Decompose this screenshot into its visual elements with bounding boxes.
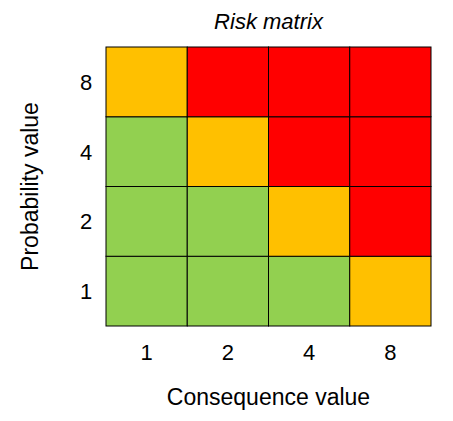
chart: 12481248Risk matrixConsequence valueProb… [0, 0, 453, 421]
risk-cell [187, 117, 268, 187]
risk-cell [350, 256, 431, 326]
x-axis-label: Consequence value [167, 384, 370, 410]
x-tick-label: 8 [384, 340, 396, 365]
title: Risk matrix [214, 9, 324, 34]
y-tick-label: 4 [80, 140, 92, 165]
risk-cell [187, 47, 268, 117]
risk-cell [350, 47, 431, 117]
risk-cell [106, 117, 187, 187]
y-tick-label: 1 [80, 279, 92, 304]
x-tick-label: 4 [303, 340, 315, 365]
risk-cell [187, 256, 268, 326]
y-tick-label: 8 [80, 70, 92, 95]
y-tick-label: 2 [80, 209, 92, 234]
x-tick-label: 1 [141, 340, 153, 365]
y-axis-label: Probability value [17, 102, 43, 271]
risk-cell [350, 187, 431, 257]
x-tick-label: 2 [222, 340, 234, 365]
risk-cell [106, 47, 187, 117]
risk-cell [106, 187, 187, 257]
risk-cell [106, 256, 187, 326]
risk-cell [350, 117, 431, 187]
risk-cell [269, 47, 350, 117]
risk-cell [269, 256, 350, 326]
risk-cell [269, 117, 350, 187]
risk-cell [187, 187, 268, 257]
risk-cell [269, 187, 350, 257]
